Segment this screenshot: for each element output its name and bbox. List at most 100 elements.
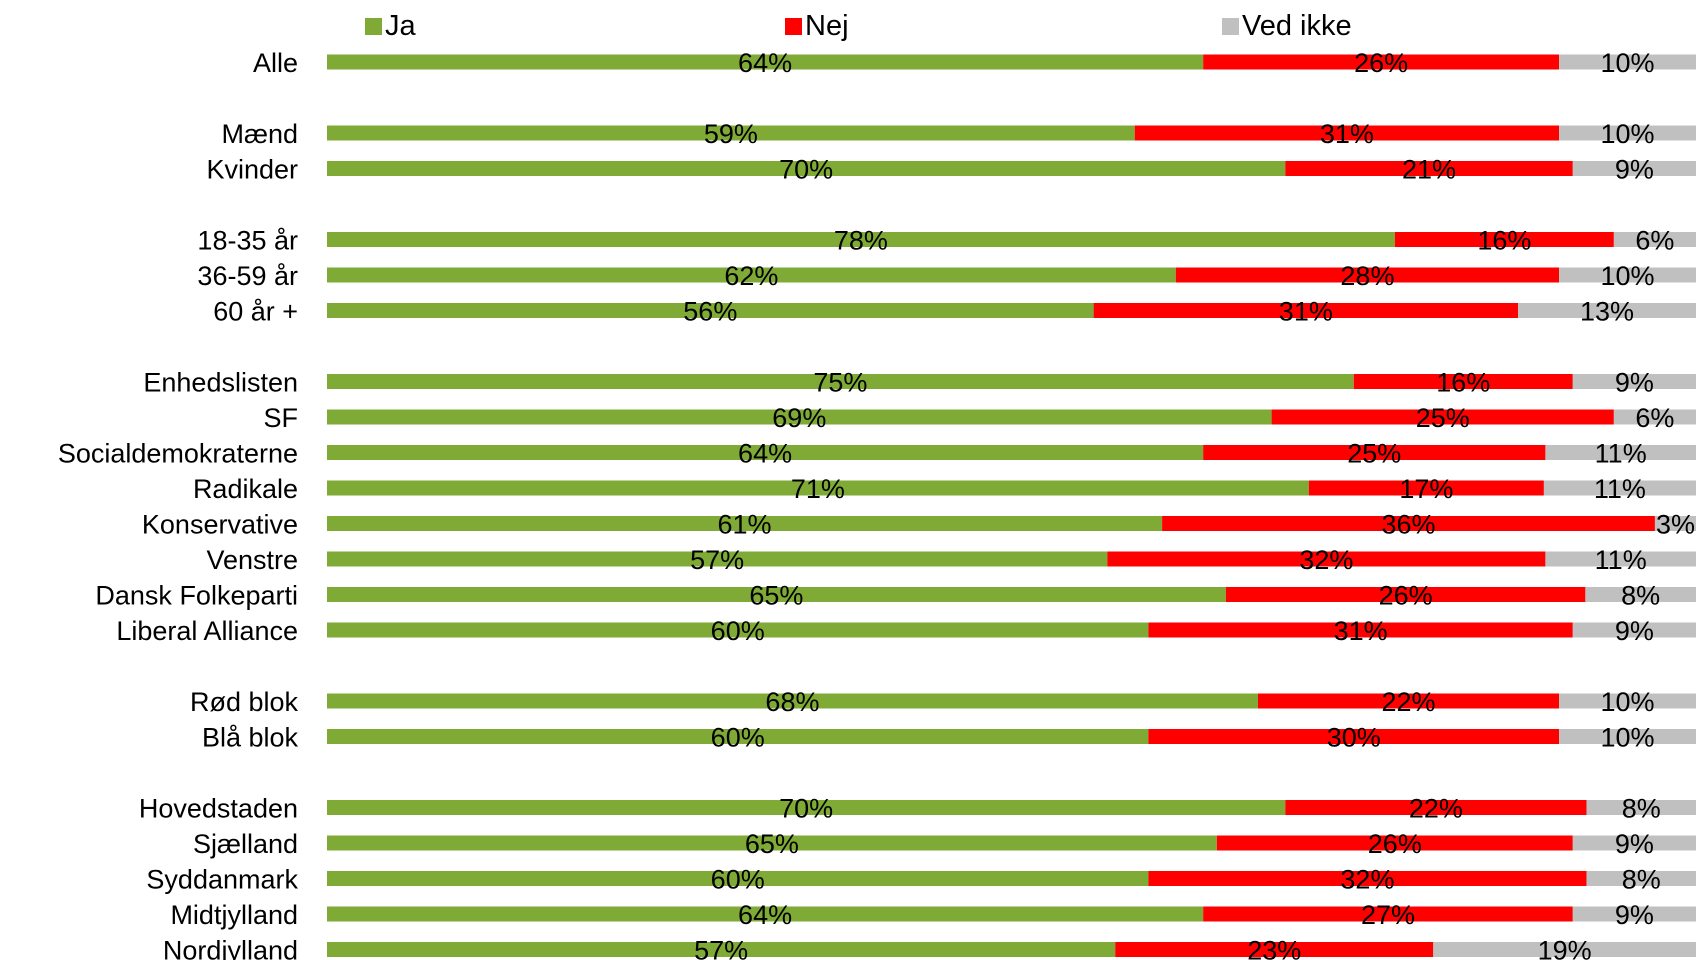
value-label-ved-ikke-midtjylland: 9% <box>1615 900 1654 930</box>
value-label-nej-kvinder: 21% <box>1402 155 1456 185</box>
bar-ved-ikke-radikale <box>1543 480 1696 496</box>
category-label-midtjylland: Midtjylland <box>170 900 298 930</box>
value-label-ved-ikke-nordjylland: 19% <box>1538 936 1592 960</box>
value-label-ja-60-år: 56% <box>683 297 737 327</box>
bar-ved-ikke-36-59-år <box>1559 267 1696 283</box>
bar-ja-mænd <box>327 125 1135 141</box>
category-label-rød-blok: Rød blok <box>190 687 299 717</box>
category-label-blå-blok: Blå blok <box>202 723 299 753</box>
value-label-nej-socialdemokraterne: 25% <box>1347 439 1401 469</box>
value-label-ja-konservative: 61% <box>718 510 772 540</box>
bar-ved-ikke-hovedstaden <box>1586 800 1696 815</box>
category-label-60-år: 60 år + <box>213 297 298 327</box>
value-label-nej-liberal-alliance: 31% <box>1334 616 1388 646</box>
bar-ja-radikale <box>327 480 1309 496</box>
category-label-syddanmark: Syddanmark <box>146 865 298 895</box>
value-label-nej-nordjylland: 23% <box>1247 936 1301 960</box>
category-label-socialdemokraterne: Socialdemokraterne <box>58 439 298 469</box>
value-label-ja-liberal-alliance: 60% <box>711 616 765 646</box>
value-label-ja-radikale: 71% <box>791 474 845 504</box>
bar-ved-ikke-konservative <box>1654 516 1696 531</box>
bar-ved-ikke-liberal-alliance <box>1572 622 1696 638</box>
legend-label-ved-ikke: Ved ikke <box>1242 10 1352 42</box>
value-label-ved-ikke-enhedslisten: 9% <box>1615 368 1654 398</box>
value-label-ved-ikke-kvinder: 9% <box>1615 155 1654 185</box>
bar-ja-alle <box>327 54 1204 70</box>
category-label-sf: SF <box>263 403 298 433</box>
value-label-ved-ikke-sjælland: 9% <box>1615 829 1654 859</box>
category-label-18-35-år: 18-35 år <box>197 226 298 256</box>
value-label-ja-venstre: 57% <box>690 545 744 575</box>
category-label-nordjylland: Nordjylland <box>163 936 298 960</box>
legend-swatch-ved-ikke <box>1222 17 1239 35</box>
bar-ved-ikke-sjælland <box>1572 835 1696 851</box>
bar-ja-rød-blok <box>327 693 1258 709</box>
value-label-ja-36-59-år: 62% <box>724 261 778 291</box>
bar-nej-syddanmark <box>1148 871 1587 886</box>
bar-ja-36-59-år <box>327 267 1176 283</box>
category-label-radikale: Radikale <box>193 474 298 504</box>
bar-ved-ikke-kvinder <box>1572 161 1696 176</box>
value-label-ja-sjælland: 65% <box>745 829 799 859</box>
bar-ved-ikke-mænd <box>1559 125 1696 141</box>
bar-nej-hovedstaden <box>1285 800 1587 815</box>
category-label-sjælland: Sjælland <box>193 829 298 859</box>
bar-ja-syddanmark <box>327 871 1149 886</box>
bar-nej-sf <box>1271 409 1614 425</box>
bar-ja-sf <box>327 409 1272 425</box>
category-label-venstre: Venstre <box>206 545 298 575</box>
bar-ja-venstre <box>327 551 1108 567</box>
bar-nej-18-35-år <box>1394 232 1614 247</box>
bar-nej-radikale <box>1308 480 1544 496</box>
bar-nej-midtjylland <box>1203 906 1573 922</box>
bar-ved-ikke-18-35-år <box>1613 232 1696 247</box>
value-label-nej-18-35-år: 16% <box>1477 226 1531 256</box>
bar-ved-ikke-blå-blok <box>1559 729 1696 744</box>
bar-ved-ikke-socialdemokraterne <box>1545 445 1696 460</box>
bar-nej-liberal-alliance <box>1148 622 1573 638</box>
value-label-nej-dansk-folkeparti: 26% <box>1379 581 1433 611</box>
bar-ja-blå-blok <box>327 729 1149 744</box>
value-label-ved-ikke-rød-blok: 10% <box>1601 687 1655 717</box>
bar-nej-rød-blok <box>1257 693 1560 709</box>
value-label-nej-radikale: 17% <box>1399 474 1453 504</box>
bar-nej-36-59-år <box>1175 267 1560 283</box>
value-label-ved-ikke-60-år: 13% <box>1580 297 1634 327</box>
value-label-ved-ikke-konservative: 3% <box>1656 510 1695 540</box>
bar-ved-ikke-syddanmark <box>1586 871 1696 886</box>
legend-item-nej: Nej <box>785 9 849 43</box>
bar-ja-socialdemokraterne <box>327 445 1204 460</box>
value-label-nej-sjælland: 26% <box>1368 829 1422 859</box>
value-label-ja-midtjylland: 64% <box>738 900 792 930</box>
bar-nej-sjælland <box>1216 835 1573 851</box>
bar-ja-sjælland <box>327 835 1217 851</box>
value-label-ved-ikke-mænd: 10% <box>1601 119 1655 149</box>
bar-ja-60-år <box>327 303 1094 318</box>
value-label-nej-36-59-år: 28% <box>1340 261 1394 291</box>
value-label-ja-enhedslisten: 75% <box>813 368 867 398</box>
value-label-ja-hovedstaden: 70% <box>779 794 833 824</box>
bar-nej-venstre <box>1107 551 1546 567</box>
bar-ja-kvinder <box>327 161 1286 176</box>
category-label-kvinder: Kvinder <box>206 155 298 185</box>
legend-swatch-ja <box>365 17 382 35</box>
bar-ved-ikke-nordjylland <box>1433 942 1696 957</box>
value-label-ved-ikke-alle: 10% <box>1601 48 1655 78</box>
bar-ved-ikke-rød-blok <box>1559 693 1696 709</box>
bar-ja-hovedstaden <box>327 800 1286 815</box>
value-label-ved-ikke-syddanmark: 8% <box>1622 865 1661 895</box>
bar-ved-ikke-midtjylland <box>1572 906 1696 922</box>
category-label-enhedslisten: Enhedslisten <box>143 368 298 398</box>
bar-ja-midtjylland <box>327 906 1204 922</box>
value-label-nej-alle: 26% <box>1354 48 1408 78</box>
bar-nej-mænd <box>1134 125 1560 141</box>
bar-nej-blå-blok <box>1148 729 1560 744</box>
value-label-ved-ikke-venstre: 11% <box>1595 545 1647 575</box>
bar-nej-konservative <box>1162 516 1655 531</box>
legend-item-ved-ikke: Ved ikke <box>1222 9 1352 43</box>
value-label-nej-60-år: 31% <box>1279 297 1333 327</box>
bar-ja-nordjylland <box>327 942 1116 957</box>
value-label-nej-sf: 25% <box>1416 403 1470 433</box>
value-label-ja-mænd: 59% <box>704 119 758 149</box>
value-label-ja-blå-blok: 60% <box>711 723 765 753</box>
